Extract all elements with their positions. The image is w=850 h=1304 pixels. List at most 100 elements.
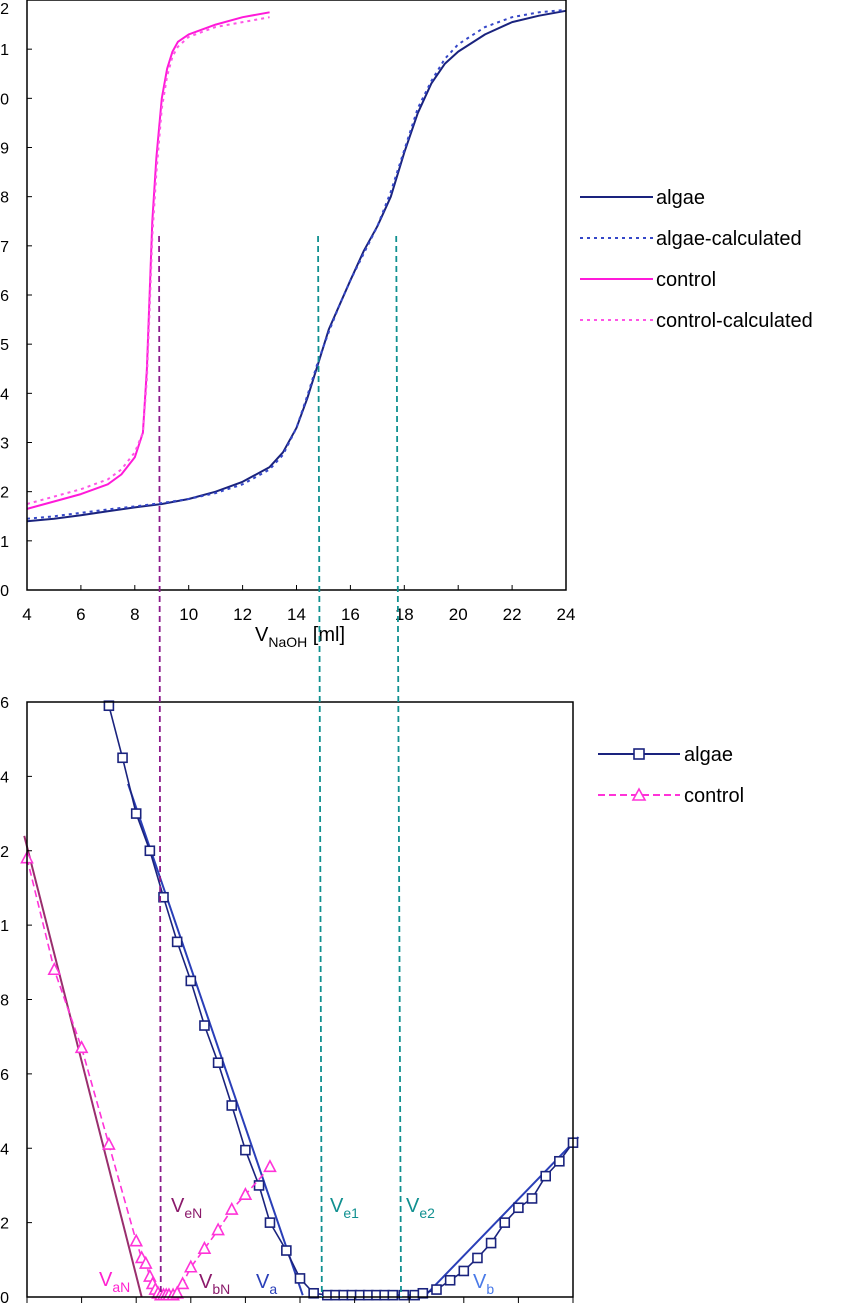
algae-point xyxy=(226,1100,238,1111)
top-plot-frame xyxy=(26,0,567,591)
algae-point xyxy=(417,1287,429,1299)
top-y-tick-label: 1 xyxy=(0,42,9,59)
bottom-y-tick-label: 2 xyxy=(0,844,9,861)
algae-point xyxy=(431,1284,442,1295)
series-control-calculated-line xyxy=(26,16,270,505)
fit-line xyxy=(127,783,304,1296)
annotation-v-e1: Ve1 xyxy=(330,1195,359,1221)
control-point xyxy=(138,1255,153,1269)
algae-point xyxy=(554,1155,565,1167)
top-y-tick-label: 6 xyxy=(0,288,9,305)
algae-point xyxy=(253,1180,265,1191)
top-y-tick-label: 9 xyxy=(0,141,9,158)
top-x-tick-label: 16 xyxy=(341,605,360,624)
series-control-line xyxy=(26,858,271,1296)
legend-control-marker xyxy=(631,787,647,801)
legend-algae-label: algae xyxy=(684,744,733,766)
bottom-y-tick-label: 2 xyxy=(0,1216,9,1233)
control-point xyxy=(102,1136,116,1150)
annotation-v-e2: Ve2 xyxy=(406,1195,435,1221)
algae-point xyxy=(499,1217,511,1228)
top-x-tick-label: 22 xyxy=(503,605,522,624)
algae-point xyxy=(103,700,115,712)
equivalence-line xyxy=(158,235,162,1298)
top-x-tick-label: 24 xyxy=(557,605,576,624)
algae-point xyxy=(185,975,197,987)
control-point xyxy=(211,1222,225,1236)
top-x-tick-label: 20 xyxy=(449,605,468,624)
algae-point xyxy=(212,1057,224,1069)
bottom-y-tick-label: 4 xyxy=(0,1141,9,1158)
equivalence-line xyxy=(317,235,323,1298)
legend-algae-marker xyxy=(633,748,645,760)
top-y-tick-label: 0 xyxy=(0,91,9,108)
top-x-tick-label: 12 xyxy=(233,605,252,624)
top-y-tick-label: 1 xyxy=(0,534,9,551)
annotation-v-b: Vb xyxy=(473,1271,494,1297)
control-point xyxy=(238,1187,253,1201)
algae-point xyxy=(240,1144,251,1156)
top-y-tick-label: 2 xyxy=(0,1,9,18)
bottom-y-tick-label: 8 xyxy=(0,993,9,1010)
legend-control-calculated-label: control-calculated xyxy=(656,310,813,332)
legend-algae-label: algae xyxy=(656,187,705,209)
bottom-y-tick-label: 4 xyxy=(0,769,9,786)
gran-plot-chart: 0 2 4 6 8 1 2 4 6 algae control VeN Ve1 Ve2 VaN VbN Va… xyxy=(0,695,744,1304)
top-series-group xyxy=(26,8,567,523)
control-point xyxy=(183,1259,198,1273)
bottom-y-tick-label: 6 xyxy=(0,1067,9,1084)
annotation-v-bN: VbN xyxy=(199,1271,230,1297)
annotation-v-a: Va xyxy=(256,1271,277,1297)
top-x-axis: 4 6 8 10 12 14 16 18 20 22 24 xyxy=(22,585,575,624)
bottom-y-axis: 0 2 4 6 8 1 2 4 6 xyxy=(0,695,574,1304)
control-point xyxy=(170,1285,184,1299)
algae-point xyxy=(130,808,142,819)
top-y-tick-label: 0 xyxy=(0,583,9,600)
bottom-y-tick-label: 1 xyxy=(0,918,9,935)
algae-point xyxy=(513,1202,524,1214)
control-point xyxy=(74,1040,89,1054)
algae-point xyxy=(485,1237,497,1249)
fit-line xyxy=(424,1136,580,1296)
top-y-axis: 0 1 2 3 4 5 6 7 8 9 0 1 2 xyxy=(0,0,32,600)
top-y-tick-label: 7 xyxy=(0,239,9,256)
control-point xyxy=(224,1201,239,1215)
algae-point xyxy=(158,891,169,903)
top-x-tick-label: 10 xyxy=(179,605,198,624)
equivalence-lines xyxy=(158,235,402,1298)
top-y-tick-label: 4 xyxy=(0,386,9,403)
algae-point xyxy=(117,752,128,764)
top-x-tick-label: 6 xyxy=(76,605,85,624)
top-y-tick-label: 3 xyxy=(0,436,9,453)
equivalence-line xyxy=(395,235,402,1298)
top-x-tick-label: 14 xyxy=(287,605,306,624)
annotation-v-aN: VaN xyxy=(99,1269,130,1295)
algae-point xyxy=(294,1273,306,1284)
algae-point xyxy=(458,1265,470,1277)
series-control-line xyxy=(26,11,270,510)
bottom-series-group xyxy=(20,700,580,1301)
bottom-y-tick-label: 0 xyxy=(0,1290,9,1304)
algae-point xyxy=(281,1245,292,1256)
algae-point xyxy=(540,1170,552,1182)
bottom-plot-frame xyxy=(26,701,574,1298)
control-point xyxy=(263,1159,277,1173)
algae-point xyxy=(526,1193,538,1204)
control-point xyxy=(129,1233,144,1247)
series-algae-line xyxy=(26,9,567,523)
fit-line xyxy=(23,835,143,1298)
top-y-tick-label: 2 xyxy=(0,485,9,502)
control-point xyxy=(197,1240,212,1254)
top-x-axis-label: VNaOH [ml] xyxy=(255,624,345,650)
algae-point xyxy=(398,1289,410,1301)
algae-point xyxy=(144,845,156,857)
bottom-legend: algae control xyxy=(598,744,744,807)
algae-point xyxy=(199,1020,210,1031)
algae-point xyxy=(171,936,183,948)
top-x-tick-label: 18 xyxy=(395,605,414,624)
top-y-tick-label: 8 xyxy=(0,190,9,207)
legend-control-label: control xyxy=(684,785,744,807)
bottom-y-tick-label: 6 xyxy=(0,695,9,712)
algae-point xyxy=(308,1287,319,1299)
annotation-v-eN: VeN xyxy=(171,1195,202,1221)
